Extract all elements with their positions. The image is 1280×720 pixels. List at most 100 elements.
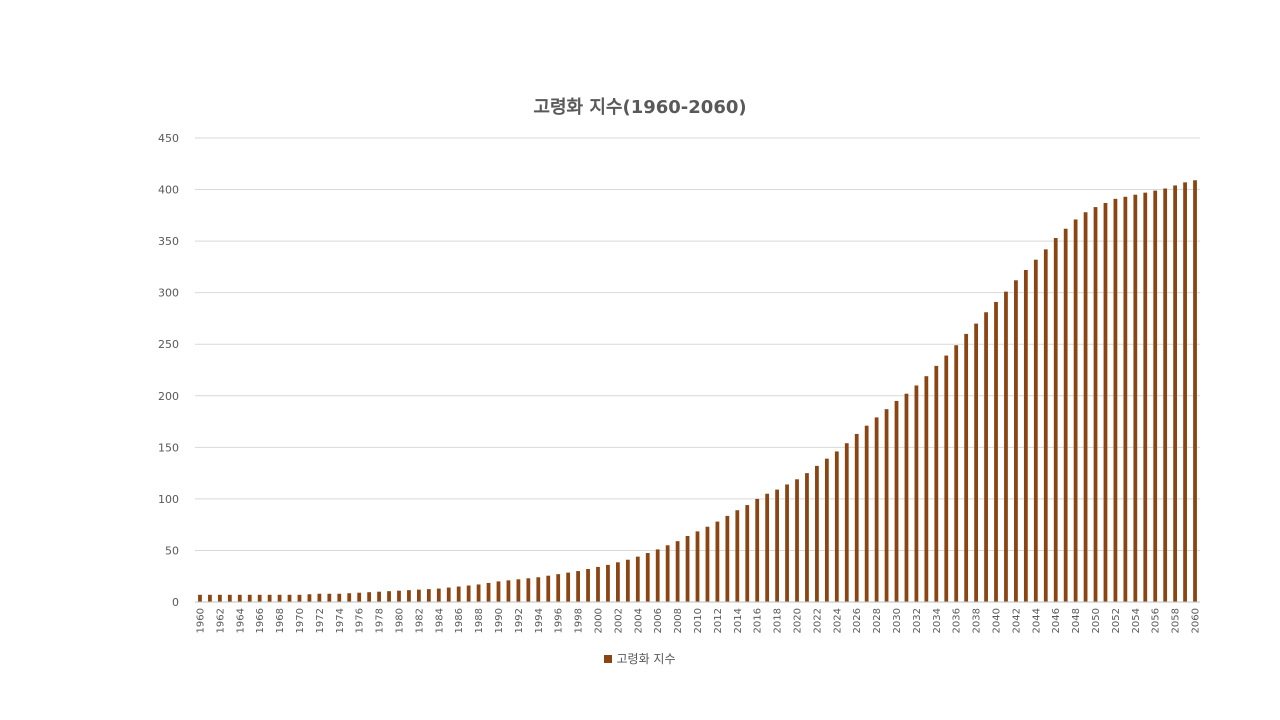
chart-title: 고령화 지수(1960-2060)	[533, 97, 747, 118]
bar	[795, 479, 799, 602]
bar	[1113, 198, 1118, 602]
x-tick-label: 1968	[275, 608, 286, 633]
x-tick-label: 2026	[852, 608, 863, 633]
bar	[536, 577, 541, 602]
bar	[675, 541, 680, 602]
x-tick-label: 1990	[494, 608, 505, 633]
x-tick-label: 2008	[673, 608, 684, 633]
bar	[466, 585, 471, 602]
x-tick-label: 1966	[255, 608, 266, 633]
bar	[765, 493, 770, 602]
x-tick-label: 2002	[613, 608, 624, 633]
bar	[446, 587, 451, 602]
y-tick-label: 0	[172, 596, 179, 609]
x-tick-label: 2046	[1051, 608, 1062, 633]
bar	[327, 593, 332, 602]
bar	[1043, 249, 1048, 603]
y-tick-label: 200	[158, 390, 179, 403]
bar	[944, 355, 949, 602]
bar	[655, 549, 660, 602]
bar	[1173, 185, 1178, 603]
y-tick-label: 450	[158, 132, 179, 145]
bar	[317, 593, 322, 602]
bar	[894, 400, 899, 602]
bar	[904, 393, 909, 602]
bar	[606, 564, 610, 602]
bar	[247, 594, 252, 602]
x-tick-label: 2030	[892, 608, 903, 633]
x-tick-label: 2048	[1071, 608, 1082, 633]
bar	[755, 498, 760, 602]
x-tick-label: 2054	[1131, 608, 1142, 633]
bar	[715, 521, 720, 602]
y-tick-label: 400	[158, 184, 179, 197]
bar	[436, 588, 441, 602]
bar	[616, 562, 620, 602]
bar	[914, 385, 919, 602]
x-tick-label: 2020	[793, 608, 804, 633]
x-tick-label: 2004	[633, 608, 644, 633]
x-tick-label: 2038	[972, 608, 983, 633]
bar	[287, 594, 292, 602]
bar	[566, 572, 571, 602]
legend-label: 고령화 지수	[616, 652, 676, 666]
bar	[297, 594, 302, 602]
x-tick-label: 2058	[1171, 608, 1182, 633]
bar	[1093, 207, 1098, 602]
bar	[1153, 190, 1158, 602]
legend-swatch	[604, 654, 613, 663]
bar	[725, 515, 730, 602]
bar	[476, 584, 481, 602]
bar	[994, 301, 998, 602]
x-tick-label: 2018	[773, 608, 784, 633]
x-tick-label: 1982	[414, 608, 425, 633]
bar	[934, 365, 939, 602]
bar	[735, 510, 740, 602]
x-tick-label: 2052	[1111, 608, 1122, 633]
bar	[1014, 280, 1018, 602]
x-tick-label: 2040	[992, 608, 1003, 633]
bar	[685, 536, 690, 602]
bar	[1103, 202, 1108, 602]
bar	[1004, 291, 1008, 602]
bar	[347, 593, 352, 602]
y-tick-label: 50	[165, 544, 179, 557]
x-tick-label: 1984	[434, 608, 445, 633]
x-axis-ticks: 1960 1962 1964 1966 1968 1970 1972 1974 1976 1978…	[195, 608, 1201, 633]
x-tick-label: 1998	[574, 608, 585, 633]
bar	[864, 425, 869, 602]
bar	[596, 566, 600, 602]
bar	[745, 505, 750, 602]
bar	[1193, 180, 1197, 602]
x-tick-label: 2060	[1191, 608, 1202, 633]
x-tick-label: 2034	[932, 608, 943, 633]
bar	[556, 574, 561, 602]
y-axis-ticks: 0 50 100 150 200 250 300 350 400 450	[158, 132, 179, 609]
bar	[237, 594, 242, 602]
x-tick-label: 1960	[195, 608, 206, 633]
x-tick-label: 2006	[653, 608, 664, 633]
legend: 고령화 지수	[0, 650, 1280, 667]
bar	[456, 586, 461, 602]
bar	[526, 578, 531, 602]
x-tick-label: 1986	[454, 608, 465, 633]
bar	[586, 569, 590, 602]
bar	[1073, 219, 1078, 603]
bars	[198, 180, 1197, 603]
x-tick-label: 1976	[355, 608, 366, 633]
x-tick-label: 1964	[235, 608, 246, 633]
bar	[546, 575, 551, 602]
bar	[367, 592, 372, 602]
bar	[426, 589, 431, 602]
x-tick-label: 2042	[1011, 608, 1022, 633]
bar	[924, 376, 929, 602]
y-tick-label: 250	[158, 338, 179, 351]
bar	[625, 559, 630, 602]
x-tick-label: 2028	[872, 608, 883, 633]
bar	[267, 594, 272, 602]
x-tick-label: 1996	[554, 608, 565, 633]
bar	[665, 545, 670, 602]
x-tick-label: 1974	[335, 608, 346, 633]
bar	[884, 409, 889, 602]
